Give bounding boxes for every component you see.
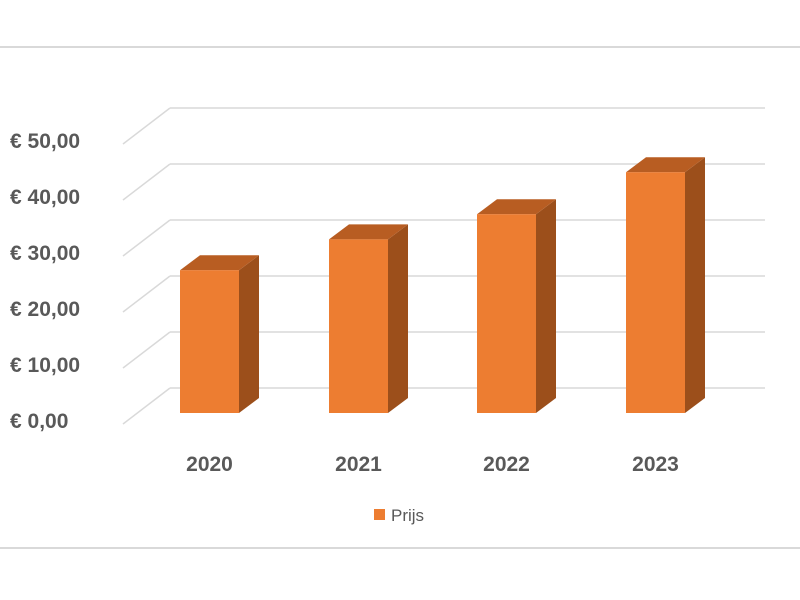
x-tick-label: 2021	[335, 453, 382, 476]
bar-top	[329, 224, 408, 240]
x-tick-label: 2022	[483, 453, 530, 476]
chart-frame	[0, 46, 800, 549]
y-tick-label: € 30,00	[10, 242, 80, 265]
gridline-depth	[122, 331, 171, 369]
x-tick-label: 2023	[632, 453, 679, 476]
bar-2020	[180, 255, 259, 413]
legend-swatch-prijs	[374, 509, 385, 520]
y-tick-label: € 50,00	[10, 130, 80, 153]
y-tick-label: € 10,00	[10, 354, 80, 377]
bar-2021	[329, 224, 408, 413]
gridline-depth	[122, 275, 171, 313]
bar-front	[626, 172, 685, 413]
bar-front	[477, 214, 536, 413]
bar-front	[180, 270, 239, 413]
bar-side	[239, 255, 259, 413]
gridline-depth	[122, 387, 171, 425]
bar-side	[685, 157, 705, 413]
bars	[180, 157, 705, 413]
bar-front	[329, 239, 388, 413]
bar-top	[477, 199, 556, 215]
y-axis-tick-labels: € 0,00 € 10,00 € 20,00 € 30,00 € 40,00 € 50,0…	[10, 130, 80, 433]
gridline-depth	[122, 219, 171, 257]
bar-side	[536, 199, 556, 413]
bar-top	[626, 157, 705, 173]
bar-side	[388, 224, 408, 413]
legend: Prijs	[374, 506, 424, 525]
x-tick-label: 2020	[186, 453, 233, 476]
bar-2023	[626, 157, 705, 413]
y-tick-label: € 40,00	[10, 186, 80, 209]
gridline-depth	[122, 163, 171, 201]
y-tick-label: € 20,00	[10, 298, 80, 321]
x-axis-tick-labels: 2020 2021 2022 2023	[186, 453, 679, 476]
gridline-depth	[122, 107, 171, 145]
bar-2022	[477, 199, 556, 413]
y-tick-label: € 0,00	[10, 410, 68, 433]
legend-label-prijs: Prijs	[391, 506, 424, 525]
bar-top	[180, 255, 259, 271]
